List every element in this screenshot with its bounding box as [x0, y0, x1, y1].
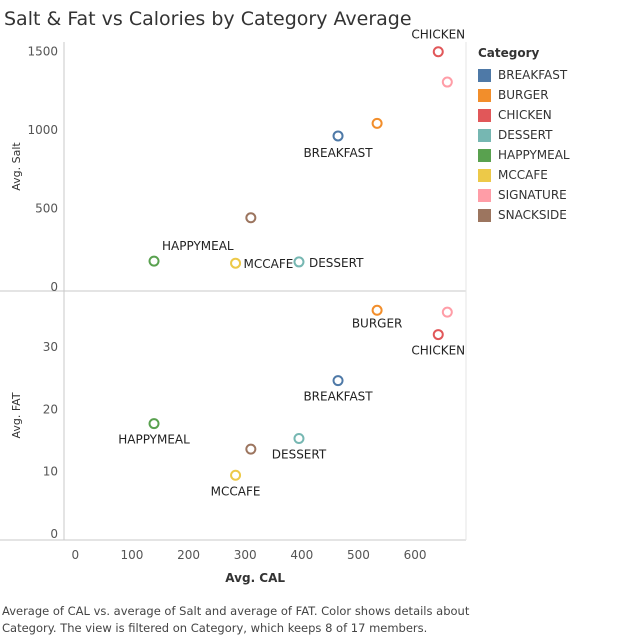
caption-line-1: Average of CAL vs. average of Salt and a… — [2, 604, 470, 618]
data-point-burger — [371, 117, 383, 129]
legend-label: HAPPYMEAL — [498, 148, 570, 162]
legend-label: BREAKFAST — [498, 68, 568, 82]
point-label: BREAKFAST — [303, 146, 373, 160]
y-tick-label: 30 — [43, 340, 58, 354]
data-point-dessert — [293, 256, 305, 268]
y-axis-label: Avg. Salt — [10, 142, 23, 191]
data-point-burger — [371, 304, 383, 316]
y-tick-label: 1500 — [27, 44, 58, 58]
data-point-dessert — [293, 433, 305, 445]
caption: Average of CAL vs. average of Salt and a… — [2, 603, 612, 637]
data-point-signature — [441, 306, 453, 318]
data-point-mccafe — [230, 257, 242, 269]
legend-swatch — [478, 68, 491, 82]
y-tick-label: 20 — [43, 402, 58, 416]
point-label: MCCAFE — [244, 257, 294, 271]
data-point-happymeal — [148, 418, 160, 430]
x-tick-label: 300 — [234, 548, 257, 562]
legend-label: SIGNATURE — [498, 188, 567, 202]
legend-swatch — [478, 168, 491, 182]
chart-title: Salt & Fat vs Calories by Category Avera… — [4, 8, 412, 30]
legend-label: BURGER — [498, 88, 549, 102]
point-label: DESSERT — [272, 448, 327, 462]
legend-label: DESSERT — [498, 128, 553, 142]
y-tick-label: 0 — [50, 527, 58, 541]
legend-label: CHICKEN — [498, 108, 552, 122]
legend-item-breakfast[interactable]: BREAKFAST — [478, 65, 570, 85]
x-axis-label: Avg. CAL — [225, 571, 285, 585]
point-label: CHICKEN — [411, 344, 465, 358]
legend-item-burger[interactable]: BURGER — [478, 85, 570, 105]
point-label: HAPPYMEAL — [162, 239, 234, 253]
legend-swatch — [478, 148, 491, 162]
legend-swatch — [478, 128, 491, 142]
data-point-snackside — [245, 443, 257, 455]
legend-swatch — [478, 108, 491, 122]
legend-item-signature[interactable]: SIGNATURE — [478, 185, 570, 205]
legend-label: SNACKSIDE — [498, 208, 567, 222]
legend-title: Category — [478, 46, 540, 60]
legend-item-snackside[interactable]: SNACKSIDE — [478, 205, 570, 225]
x-tick-label: 600 — [404, 548, 427, 562]
legend-item-mccafe[interactable]: MCCAFE — [478, 165, 570, 185]
legend-swatch — [478, 188, 491, 202]
x-tick-label: 100 — [120, 548, 143, 562]
point-label: HAPPYMEAL — [118, 433, 190, 447]
point-label: BURGER — [352, 316, 403, 330]
legend-label: MCCAFE — [498, 168, 548, 182]
data-point-breakfast — [332, 130, 344, 142]
x-tick-label: 0 — [72, 548, 80, 562]
legend-item-happymeal[interactable]: HAPPYMEAL — [478, 145, 570, 165]
legend-item-chicken[interactable]: CHICKEN — [478, 105, 570, 125]
data-point-mccafe — [230, 469, 242, 481]
legend-item-dessert[interactable]: DESSERT — [478, 125, 570, 145]
point-label: MCCAFE — [211, 484, 261, 498]
y-tick-label: 500 — [35, 202, 58, 216]
y-tick-label: 0 — [50, 280, 58, 294]
y-axis-label: Avg. FAT — [10, 392, 23, 438]
y-tick-label: 1000 — [27, 123, 58, 137]
data-point-chicken — [432, 329, 444, 341]
data-point-snackside — [245, 212, 257, 224]
caption-line-2: Category. The view is filtered on Catego… — [2, 621, 428, 635]
point-label: BREAKFAST — [303, 390, 373, 404]
legend-swatch — [478, 208, 491, 222]
point-label: CHICKEN — [411, 28, 465, 42]
legend-swatch — [478, 88, 491, 102]
data-point-chicken — [432, 46, 444, 58]
x-tick-label: 400 — [290, 548, 313, 562]
data-point-breakfast — [332, 375, 344, 387]
x-tick-label: 500 — [347, 548, 370, 562]
point-label: DESSERT — [309, 256, 364, 270]
data-point-signature — [441, 76, 453, 88]
data-point-happymeal — [148, 255, 160, 267]
legend: Category BREAKFAST BURGER CHICKEN DESSERT HA… — [478, 46, 570, 225]
x-tick-label: 200 — [177, 548, 200, 562]
y-tick-label: 10 — [43, 465, 58, 479]
